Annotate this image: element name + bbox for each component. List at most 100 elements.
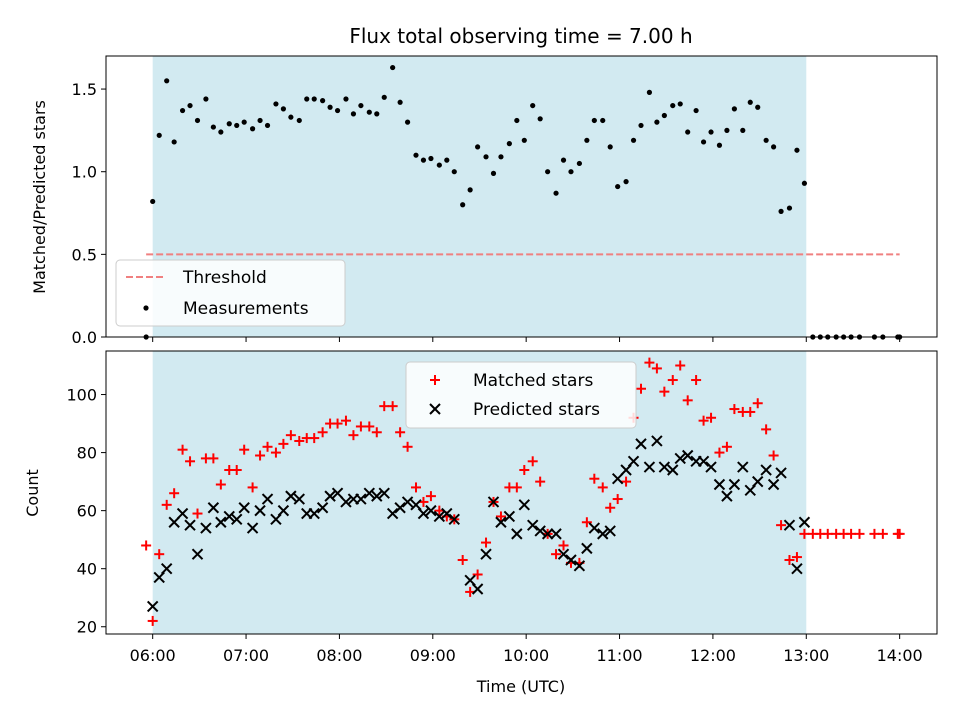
matched-star-point: [231, 465, 242, 476]
matched-star-point: [285, 430, 296, 441]
matched-star-point: [659, 386, 670, 397]
bottom-x-tick-label: 06:00: [130, 646, 176, 665]
bottom-axes-frame: [105, 350, 938, 635]
measurement-point: [164, 78, 170, 84]
measurement-point: [320, 98, 326, 104]
matched-star-point: [278, 438, 289, 449]
predicted-star-point: [441, 507, 453, 520]
predicted-star-point: [550, 528, 562, 540]
measurement-point: [218, 129, 224, 135]
measurement-point: [514, 117, 520, 124]
predicted-star-point: [674, 452, 686, 465]
matched-star-point: [597, 482, 608, 493]
top-y-tick-label: 0.5: [72, 245, 97, 264]
predicted-star-point: [324, 490, 336, 502]
predicted-star-point: [752, 475, 764, 488]
predicted-star-point: [261, 493, 274, 505]
matched-star-point: [270, 447, 281, 458]
matched-star-point: [239, 444, 250, 455]
predicted-star-point: [401, 496, 414, 508]
matched-star-point: [141, 540, 152, 551]
matched-star-point: [621, 476, 632, 487]
predicted-star-point: [791, 562, 803, 575]
matched-star-point: [410, 482, 421, 493]
predicted-star-point: [705, 461, 717, 473]
bottom-x-tick-label: 10:00: [503, 646, 549, 665]
predicted-star-point: [760, 464, 772, 476]
matched-star-point: [612, 494, 623, 505]
measurement-point: [801, 180, 808, 186]
predicted-star-point: [200, 522, 212, 534]
measurement-point: [264, 122, 271, 129]
matched-star-point: [698, 415, 709, 426]
predicted-star-point: [728, 478, 741, 491]
top-chart-title: Flux total observing time = 7.00 h: [349, 24, 692, 48]
bottom-x-tick-label: 09:00: [410, 646, 456, 665]
measurement-point: [296, 117, 302, 124]
matched-star-point: [605, 502, 616, 513]
predicted-star-point: [168, 516, 180, 528]
bottom-y-tick-label: 80: [77, 444, 97, 463]
matched-star-point: [340, 415, 351, 426]
predicted-star-point: [627, 455, 640, 468]
predicted-star-point: [518, 499, 531, 511]
measurement-point: [731, 106, 737, 112]
measurement-point: [755, 104, 761, 110]
predicted-star-point: [386, 507, 399, 520]
bottom-x-ticks: 06:00 07:00 08:00 09:00 10:00 11:00 12:00 13:00…: [130, 634, 923, 665]
predicted-star-point: [658, 461, 671, 473]
predicted-star-point: [557, 548, 570, 560]
matched-star-point: [682, 395, 693, 406]
measurement-point: [413, 152, 419, 158]
top-y-tick-label: 1.5: [72, 80, 97, 99]
predicted-star-point: [511, 528, 523, 540]
predicted-star-point: [340, 496, 352, 508]
legend-measurements-swatch: [143, 305, 149, 311]
measurement-point: [716, 142, 723, 148]
predicted-star-point: [721, 490, 733, 502]
predicted-star-point: [635, 438, 647, 450]
matched-star-point: [511, 482, 522, 493]
measurement-point: [194, 117, 201, 124]
predicted-star-point: [417, 507, 430, 520]
matched-star-point: [799, 528, 810, 539]
measurement-point: [506, 141, 512, 147]
matched-star-point: [247, 482, 258, 493]
measurement-point: [475, 144, 481, 150]
measurement-point: [708, 129, 714, 135]
matched-star-point: [379, 401, 390, 412]
top-panel: 0.0 0.5 1.0 1.5 Flux total observing time =…: [30, 24, 938, 347]
matched-star-point: [636, 383, 647, 394]
predicted-star-point: [176, 507, 189, 520]
measurement-point: [646, 89, 653, 95]
predicted-star-point: [293, 493, 305, 505]
top-legend: Threshold Measurements: [115, 259, 346, 327]
predicted-star-point: [254, 504, 266, 517]
bottom-x-tick-label: 07:00: [223, 646, 269, 665]
top-y-tick-label: 1.0: [72, 163, 97, 182]
matched-star-point: [776, 520, 787, 531]
predicted-star-point: [207, 502, 220, 514]
predicted-star-point: [775, 467, 787, 479]
matched-star-point: [877, 528, 888, 539]
measurement-point: [210, 124, 216, 130]
bottom-y-tick-label: 100: [66, 386, 97, 405]
matched-star-point: [457, 554, 468, 565]
predicted-star-point: [541, 528, 554, 540]
measurement-point: [358, 102, 364, 109]
predicted-star-point: [681, 449, 694, 462]
bottom-y-tick-label: 40: [77, 560, 97, 579]
measurement-point: [171, 139, 177, 145]
predicted-star-point: [394, 502, 406, 514]
predicted-star-point: [526, 519, 539, 531]
predicted-star-point: [215, 516, 227, 528]
bottom-panel: 20 40 60 80 100 06:00 07:00 08:00 09:00 10:00 11:…: [23, 350, 938, 696]
bottom-x-tick-label: 14:00: [877, 646, 923, 665]
matched-star-point: [309, 433, 320, 444]
measurement-point: [530, 102, 536, 109]
measurement-point: [568, 169, 574, 175]
measurement-point: [381, 94, 387, 100]
measurement-point: [685, 129, 691, 135]
measurement-point: [591, 117, 597, 124]
matched-star-point: [535, 476, 546, 487]
